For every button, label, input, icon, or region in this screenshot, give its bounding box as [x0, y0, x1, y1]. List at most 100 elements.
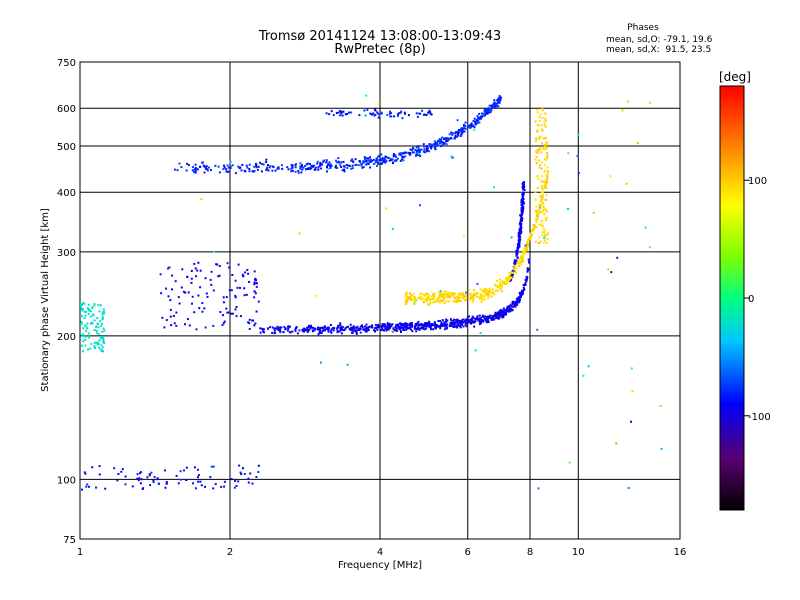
noise-point [229, 161, 232, 163]
x-mode-point [541, 128, 544, 131]
second-hop-point [436, 140, 439, 142]
o-mode-point [327, 329, 330, 332]
o-mode-point [406, 325, 409, 328]
o-mode-point [284, 327, 287, 330]
o-mode-point [178, 302, 181, 305]
o-mode-point [234, 296, 237, 299]
o-mode-point [310, 324, 312, 327]
o-mode-point [443, 321, 446, 324]
x-mode-point [511, 272, 514, 274]
x-mode-point [535, 221, 538, 224]
second-hop-point [434, 148, 437, 151]
o-mode-point [439, 327, 442, 330]
x-mode-point [444, 296, 447, 299]
x-mode-point [481, 289, 484, 292]
x-mode-point [505, 283, 508, 286]
x-mode-point [543, 230, 546, 233]
low-freq-point [90, 321, 93, 324]
o-mode-point [376, 324, 379, 327]
noise-point [463, 234, 465, 237]
o-mode-point [217, 275, 220, 278]
x-mode-point [539, 147, 541, 150]
o-mode-point [497, 314, 500, 317]
o-mode-point [348, 328, 351, 330]
o-mode-point [169, 308, 172, 311]
second-hop-point [428, 109, 431, 112]
o-mode-point [456, 320, 459, 323]
e-region-point [88, 485, 90, 488]
x-mode-point [534, 120, 537, 123]
x-mode-point [463, 294, 465, 297]
second-hop-point [225, 170, 228, 173]
x-mode-point [420, 296, 423, 299]
low-freq-point [98, 333, 101, 336]
o-mode-point [327, 330, 330, 333]
x-mode-point [513, 268, 516, 271]
x-mode-point [541, 188, 544, 191]
second-hop-point [257, 165, 260, 168]
o-mode-point [415, 330, 418, 333]
y-tick-label: 300 [57, 248, 76, 259]
low-freq-point [82, 350, 84, 353]
second-hop-point [478, 116, 481, 119]
o-mode-point [518, 291, 521, 294]
e-region-point [255, 476, 258, 478]
o-mode-point [160, 292, 163, 295]
low-freq-point [100, 344, 103, 347]
o-mode-point [513, 303, 516, 306]
x-mode-point [499, 282, 502, 285]
o-mode-point [376, 326, 379, 329]
o-mode-point [463, 320, 466, 323]
noise-point [474, 349, 477, 352]
x-mode-point [529, 237, 532, 240]
noise-point [213, 250, 216, 253]
second-hop-point [418, 112, 421, 115]
low-freq-point [92, 314, 95, 317]
x-mode-point [541, 142, 543, 145]
o-mode-point [524, 279, 527, 281]
x-mode-point [407, 296, 410, 298]
e-region-point [124, 483, 127, 486]
o-mode-point [363, 325, 366, 328]
x-mode-point [448, 296, 451, 299]
o-mode-point [273, 329, 276, 332]
o-mode-point [444, 328, 447, 331]
second-hop-point [203, 165, 206, 168]
x-mode-point [485, 291, 488, 294]
o-mode-point [231, 312, 234, 315]
x-tick-label: 4 [377, 547, 383, 558]
x-mode-point [458, 299, 461, 302]
o-mode-point [473, 320, 476, 323]
second-hop-point [481, 115, 484, 117]
second-hop-point [398, 152, 401, 155]
x-mode-point [442, 298, 445, 301]
o-mode-point [431, 324, 434, 327]
e-region-point [199, 480, 202, 483]
noise-point [568, 461, 571, 464]
x-mode-point [545, 143, 548, 146]
o-mode-point [210, 283, 213, 286]
o-mode-point [479, 317, 482, 320]
second-hop-point [418, 149, 421, 152]
x-mode-point [426, 300, 429, 303]
x-mode-point [534, 150, 537, 153]
o-mode-point [357, 327, 360, 330]
x-mode-point [544, 158, 546, 161]
x-mode-point [499, 284, 502, 287]
x-mode-point [495, 289, 498, 292]
o-mode-point [522, 193, 525, 195]
o-mode-point [248, 322, 251, 325]
x-mode-point [519, 262, 522, 265]
o-mode-point [210, 270, 213, 273]
second-hop-point [496, 99, 499, 101]
second-hop-point [436, 143, 438, 146]
o-mode-point [255, 310, 258, 313]
x-mode-point [460, 292, 463, 295]
low-freq-point [96, 343, 99, 346]
x-mode-point [452, 300, 455, 303]
o-mode-point [522, 182, 525, 185]
second-hop-point [340, 161, 343, 164]
second-hop-point [441, 140, 443, 143]
x-mode-point [544, 233, 547, 236]
second-hop-point [248, 168, 251, 170]
